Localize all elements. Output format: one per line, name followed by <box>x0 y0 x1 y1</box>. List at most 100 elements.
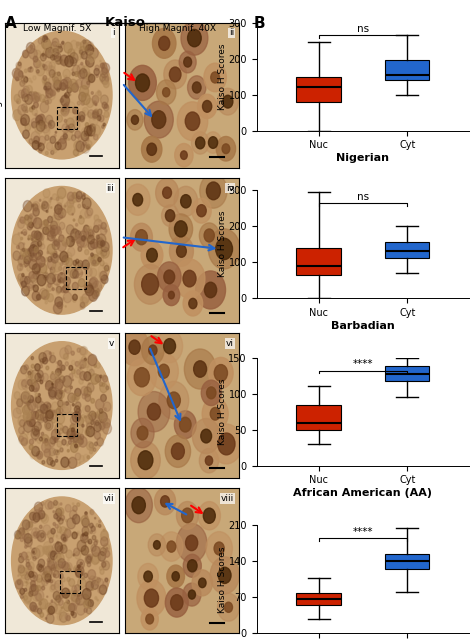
Circle shape <box>17 406 23 414</box>
Circle shape <box>50 136 55 143</box>
Circle shape <box>32 291 40 301</box>
Text: High Magnif. 40X: High Magnif. 40X <box>139 24 216 33</box>
Circle shape <box>46 257 49 262</box>
Circle shape <box>55 379 63 390</box>
Circle shape <box>22 380 27 386</box>
Circle shape <box>30 275 35 282</box>
Circle shape <box>11 186 112 314</box>
Circle shape <box>97 578 103 587</box>
Circle shape <box>63 266 69 273</box>
Circle shape <box>91 555 99 565</box>
Circle shape <box>44 568 50 575</box>
Circle shape <box>52 402 58 410</box>
Circle shape <box>14 392 20 399</box>
Circle shape <box>79 92 86 102</box>
Circle shape <box>75 397 77 400</box>
Circle shape <box>77 239 84 248</box>
Circle shape <box>63 242 65 246</box>
Circle shape <box>85 228 91 234</box>
PathPatch shape <box>385 367 429 381</box>
Circle shape <box>43 41 51 51</box>
Circle shape <box>20 268 21 270</box>
Circle shape <box>68 55 74 64</box>
Circle shape <box>51 55 55 60</box>
Circle shape <box>49 62 55 69</box>
Circle shape <box>67 601 70 604</box>
Circle shape <box>46 231 48 233</box>
Circle shape <box>57 390 64 398</box>
Circle shape <box>172 443 184 460</box>
Circle shape <box>66 79 69 83</box>
Circle shape <box>128 359 156 395</box>
Circle shape <box>20 264 22 265</box>
Circle shape <box>98 266 105 274</box>
Circle shape <box>21 248 27 257</box>
Circle shape <box>73 107 78 114</box>
Circle shape <box>106 424 108 426</box>
Circle shape <box>100 271 107 280</box>
Circle shape <box>47 530 54 539</box>
Circle shape <box>83 69 86 73</box>
Circle shape <box>100 382 103 386</box>
Circle shape <box>82 533 87 540</box>
Circle shape <box>18 242 24 249</box>
Circle shape <box>86 261 92 269</box>
Circle shape <box>41 514 48 523</box>
Circle shape <box>88 554 92 560</box>
Circle shape <box>85 74 93 84</box>
Circle shape <box>47 596 48 597</box>
Circle shape <box>29 591 33 597</box>
Circle shape <box>102 125 104 129</box>
Circle shape <box>72 72 75 76</box>
Circle shape <box>37 225 38 226</box>
Circle shape <box>73 505 77 511</box>
Circle shape <box>71 69 73 71</box>
Circle shape <box>29 107 33 112</box>
Circle shape <box>188 590 195 599</box>
Circle shape <box>80 367 81 369</box>
Circle shape <box>159 381 189 419</box>
Circle shape <box>106 548 108 550</box>
Circle shape <box>45 135 49 140</box>
Circle shape <box>40 380 43 384</box>
Circle shape <box>19 77 26 86</box>
Circle shape <box>32 235 37 242</box>
Circle shape <box>146 248 157 262</box>
Circle shape <box>64 120 67 122</box>
Circle shape <box>32 446 39 456</box>
Circle shape <box>88 602 93 608</box>
Circle shape <box>16 77 18 81</box>
Circle shape <box>55 142 61 150</box>
Circle shape <box>54 239 59 246</box>
Circle shape <box>84 387 91 396</box>
Circle shape <box>92 291 99 299</box>
Circle shape <box>56 45 58 47</box>
Circle shape <box>23 431 24 433</box>
Circle shape <box>77 540 86 552</box>
Circle shape <box>46 383 51 390</box>
Circle shape <box>34 50 41 59</box>
Circle shape <box>94 219 102 230</box>
Circle shape <box>53 574 55 577</box>
Circle shape <box>148 534 165 556</box>
Circle shape <box>27 417 35 427</box>
Circle shape <box>92 577 99 585</box>
Circle shape <box>86 206 89 210</box>
Circle shape <box>94 412 99 418</box>
Circle shape <box>163 285 180 305</box>
Circle shape <box>82 577 84 579</box>
Circle shape <box>42 53 44 56</box>
Circle shape <box>184 57 191 67</box>
Circle shape <box>25 122 27 124</box>
Circle shape <box>92 412 95 415</box>
Circle shape <box>53 194 57 200</box>
Circle shape <box>40 53 46 61</box>
Circle shape <box>133 194 143 206</box>
Circle shape <box>56 286 62 293</box>
Circle shape <box>144 101 173 138</box>
Circle shape <box>25 266 26 267</box>
Circle shape <box>100 95 109 105</box>
Circle shape <box>51 551 55 557</box>
Circle shape <box>100 375 102 378</box>
Circle shape <box>49 200 51 203</box>
